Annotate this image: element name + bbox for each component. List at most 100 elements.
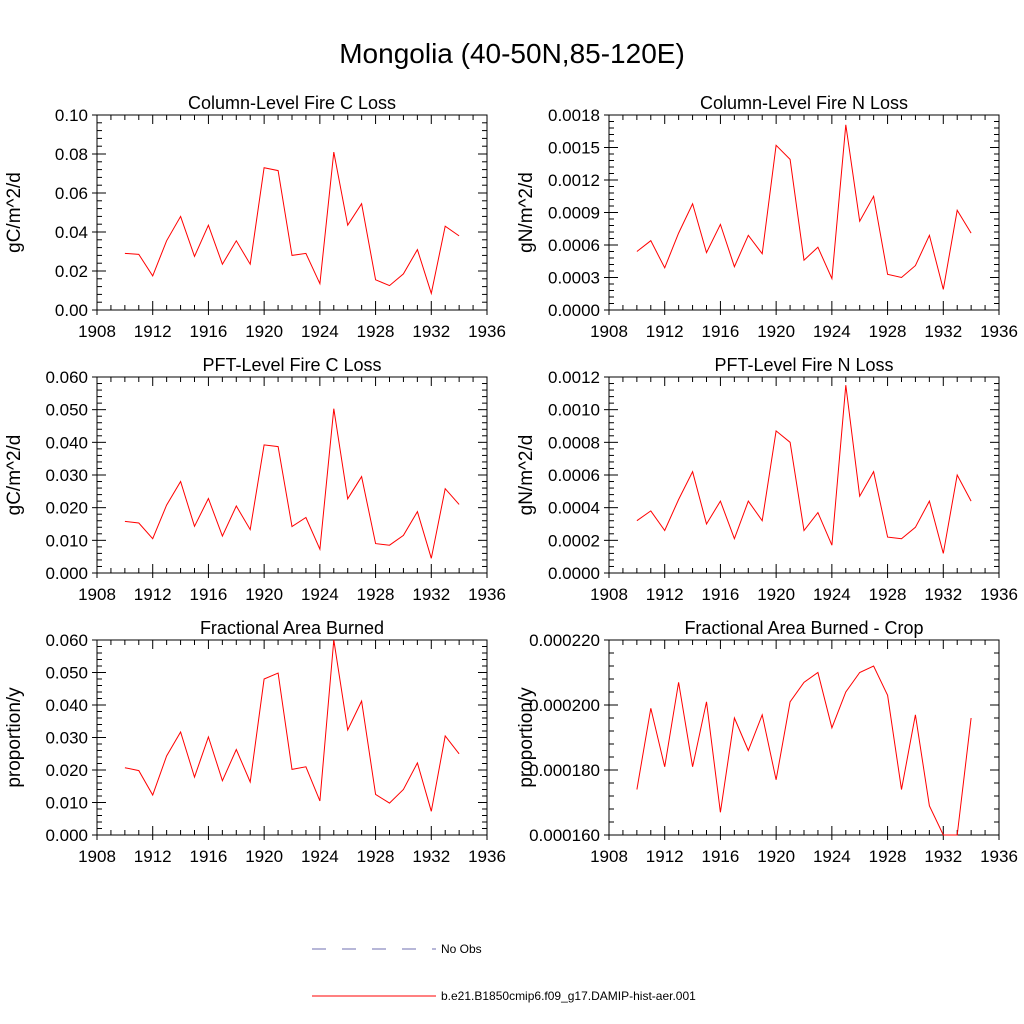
chart-5-ylabel: proportion/y <box>4 687 25 788</box>
chart-3-ytick-label: 0.010 <box>45 531 88 550</box>
chart-2-xtick-label: 1916 <box>702 322 740 341</box>
chart-4-xtick-label: 1920 <box>757 585 795 604</box>
chart-5-ytick-label: 0.060 <box>45 631 88 650</box>
chart-3-xtick-label: 1912 <box>134 585 172 604</box>
chart-3-ytick-label: 0.040 <box>45 433 88 452</box>
chart-5-series-line <box>124 639 460 812</box>
chart-5-xtick-label: 1912 <box>134 847 172 866</box>
legend-label-model: b.e21.B1850cmip6.f09_g17.DAMIP-hist-aer.… <box>441 989 696 1003</box>
chart-6-title: Fractional Area Burned - Crop <box>684 618 923 638</box>
chart-4-ytick-label: 0.0006 <box>548 466 600 485</box>
chart-6-ytick-label: 0.000160 <box>529 826 600 845</box>
chart-6-xtick-label: 1936 <box>980 847 1018 866</box>
legend-line-model <box>312 995 436 997</box>
chart-3-xtick-label: 1916 <box>190 585 228 604</box>
chart-1-ytick-label: 0.02 <box>55 262 88 281</box>
chart-1-xtick-label: 1916 <box>190 322 228 341</box>
chart-6-xtick-label: 1908 <box>590 847 628 866</box>
chart-1-xtick-label: 1912 <box>134 322 172 341</box>
chart-2-ytick-label: 0.0012 <box>548 171 600 190</box>
chart-2-plot-frame <box>608 114 1000 311</box>
chart-6-ylabel: proportion/y <box>516 687 537 788</box>
chart-1-plot-frame <box>96 114 488 311</box>
main-title: Mongolia (40-50N,85-120E) <box>339 38 685 69</box>
chart-6-xtick-label: 1920 <box>757 847 795 866</box>
chart-5-ytick-label: 0.050 <box>45 664 88 683</box>
chart-5-title: Fractional Area Burned <box>200 618 384 638</box>
chart-3-xtick-label: 1932 <box>412 585 450 604</box>
chart-4-ytick-label: 0.0002 <box>548 531 600 550</box>
chart-2-xtick-label: 1912 <box>646 322 684 341</box>
chart-1-xtick-label: 1908 <box>78 322 116 341</box>
chart-5-plot-frame <box>96 639 488 836</box>
chart-3-xtick-label: 1908 <box>78 585 116 604</box>
chart-4-xtick-label: 1912 <box>646 585 684 604</box>
chart-6-xtick-label: 1932 <box>924 847 962 866</box>
chart-2-ytick-label: 0.0015 <box>548 139 600 158</box>
chart-6-plot-frame <box>608 639 1000 836</box>
chart-5-xtick-label: 1928 <box>357 847 395 866</box>
chart-4-xtick-label: 1916 <box>702 585 740 604</box>
chart-1-ytick-label: 0.00 <box>55 301 88 320</box>
chart-4-xtick-label: 1932 <box>924 585 962 604</box>
chart-1-ytick-label: 0.10 <box>55 106 88 125</box>
chart-4-xtick-label: 1936 <box>980 585 1018 604</box>
chart-1-xtick-label: 1920 <box>245 322 283 341</box>
chart-2-ytick-label: 0.0018 <box>548 106 600 125</box>
chart-2-ytick-label: 0.0000 <box>548 301 600 320</box>
chart-3-title: PFT-Level Fire C Loss <box>202 355 381 375</box>
chart-4-series-line <box>636 385 972 554</box>
chart-5-xtick-label: 1932 <box>412 847 450 866</box>
chart-2-xtick-label: 1932 <box>924 322 962 341</box>
chart-2-ytick-label: 0.0009 <box>548 204 600 223</box>
chart-4-ytick-label: 0.0000 <box>548 564 600 583</box>
chart-2-ytick-label: 0.0006 <box>548 236 600 255</box>
chart-4-title: PFT-Level Fire N Loss <box>714 355 893 375</box>
chart-1-xtick-label: 1932 <box>412 322 450 341</box>
chart-3-series-line <box>124 408 460 559</box>
chart-5-xtick-label: 1936 <box>468 847 506 866</box>
chart-2-xtick-label: 1908 <box>590 322 628 341</box>
chart-1-title: Column-Level Fire C Loss <box>188 93 396 113</box>
chart-3-ylabel: gC/m^2/d <box>4 435 25 516</box>
chart-4-xtick-label: 1924 <box>813 585 851 604</box>
chart-3-ytick-label: 0.030 <box>45 466 88 485</box>
chart-5-ytick-label: 0.000 <box>45 826 88 845</box>
chart-3-xtick-label: 1928 <box>357 585 395 604</box>
chart-5-xtick-label: 1920 <box>245 847 283 866</box>
chart-3-ytick-label: 0.000 <box>45 564 88 583</box>
chart-4-xtick-label: 1928 <box>869 585 907 604</box>
chart-5-ytick-label: 0.040 <box>45 696 88 715</box>
chart-3-xtick-label: 1924 <box>301 585 339 604</box>
chart-4-ytick-label: 0.0008 <box>548 433 600 452</box>
chart-6-xtick-label: 1916 <box>702 847 740 866</box>
chart-5-xtick-label: 1908 <box>78 847 116 866</box>
chart-1-ytick-label: 0.06 <box>55 184 88 203</box>
chart-2-ylabel: gN/m^2/d <box>516 172 537 253</box>
chart-5-xtick-label: 1924 <box>301 847 339 866</box>
chart-3-ytick-label: 0.020 <box>45 499 88 518</box>
chart-2-title: Column-Level Fire N Loss <box>700 93 908 113</box>
chart-1-ylabel: gC/m^2/d <box>4 172 25 253</box>
chart-3-plot-frame <box>96 376 488 574</box>
chart-6-ytick-label: 0.000200 <box>529 696 600 715</box>
chart-4-ytick-label: 0.0004 <box>548 499 600 518</box>
chart-3-xtick-label: 1920 <box>245 585 283 604</box>
chart-1-ytick-label: 0.08 <box>55 145 88 164</box>
chart-6-xtick-label: 1924 <box>813 847 851 866</box>
chart-1-ytick-label: 0.04 <box>55 223 88 242</box>
chart-2-series-line <box>636 124 972 290</box>
chart-6-ytick-label: 0.000220 <box>529 631 600 650</box>
chart-1-xtick-label: 1928 <box>357 322 395 341</box>
chart-5-ytick-label: 0.010 <box>45 794 88 813</box>
chart-3-ytick-label: 0.060 <box>45 368 88 387</box>
chart-4-ytick-label: 0.0010 <box>548 401 600 420</box>
chart-6-xtick-label: 1912 <box>646 847 684 866</box>
chart-4-ytick-label: 0.0012 <box>548 368 600 387</box>
chart-5-ytick-label: 0.020 <box>45 761 88 780</box>
chart-4-ylabel: gN/m^2/d <box>516 435 537 516</box>
chart-2-xtick-label: 1928 <box>869 322 907 341</box>
chart-3-xtick-label: 1936 <box>468 585 506 604</box>
chart-5-ytick-label: 0.030 <box>45 729 88 748</box>
chart-2-xtick-label: 1936 <box>980 322 1018 341</box>
